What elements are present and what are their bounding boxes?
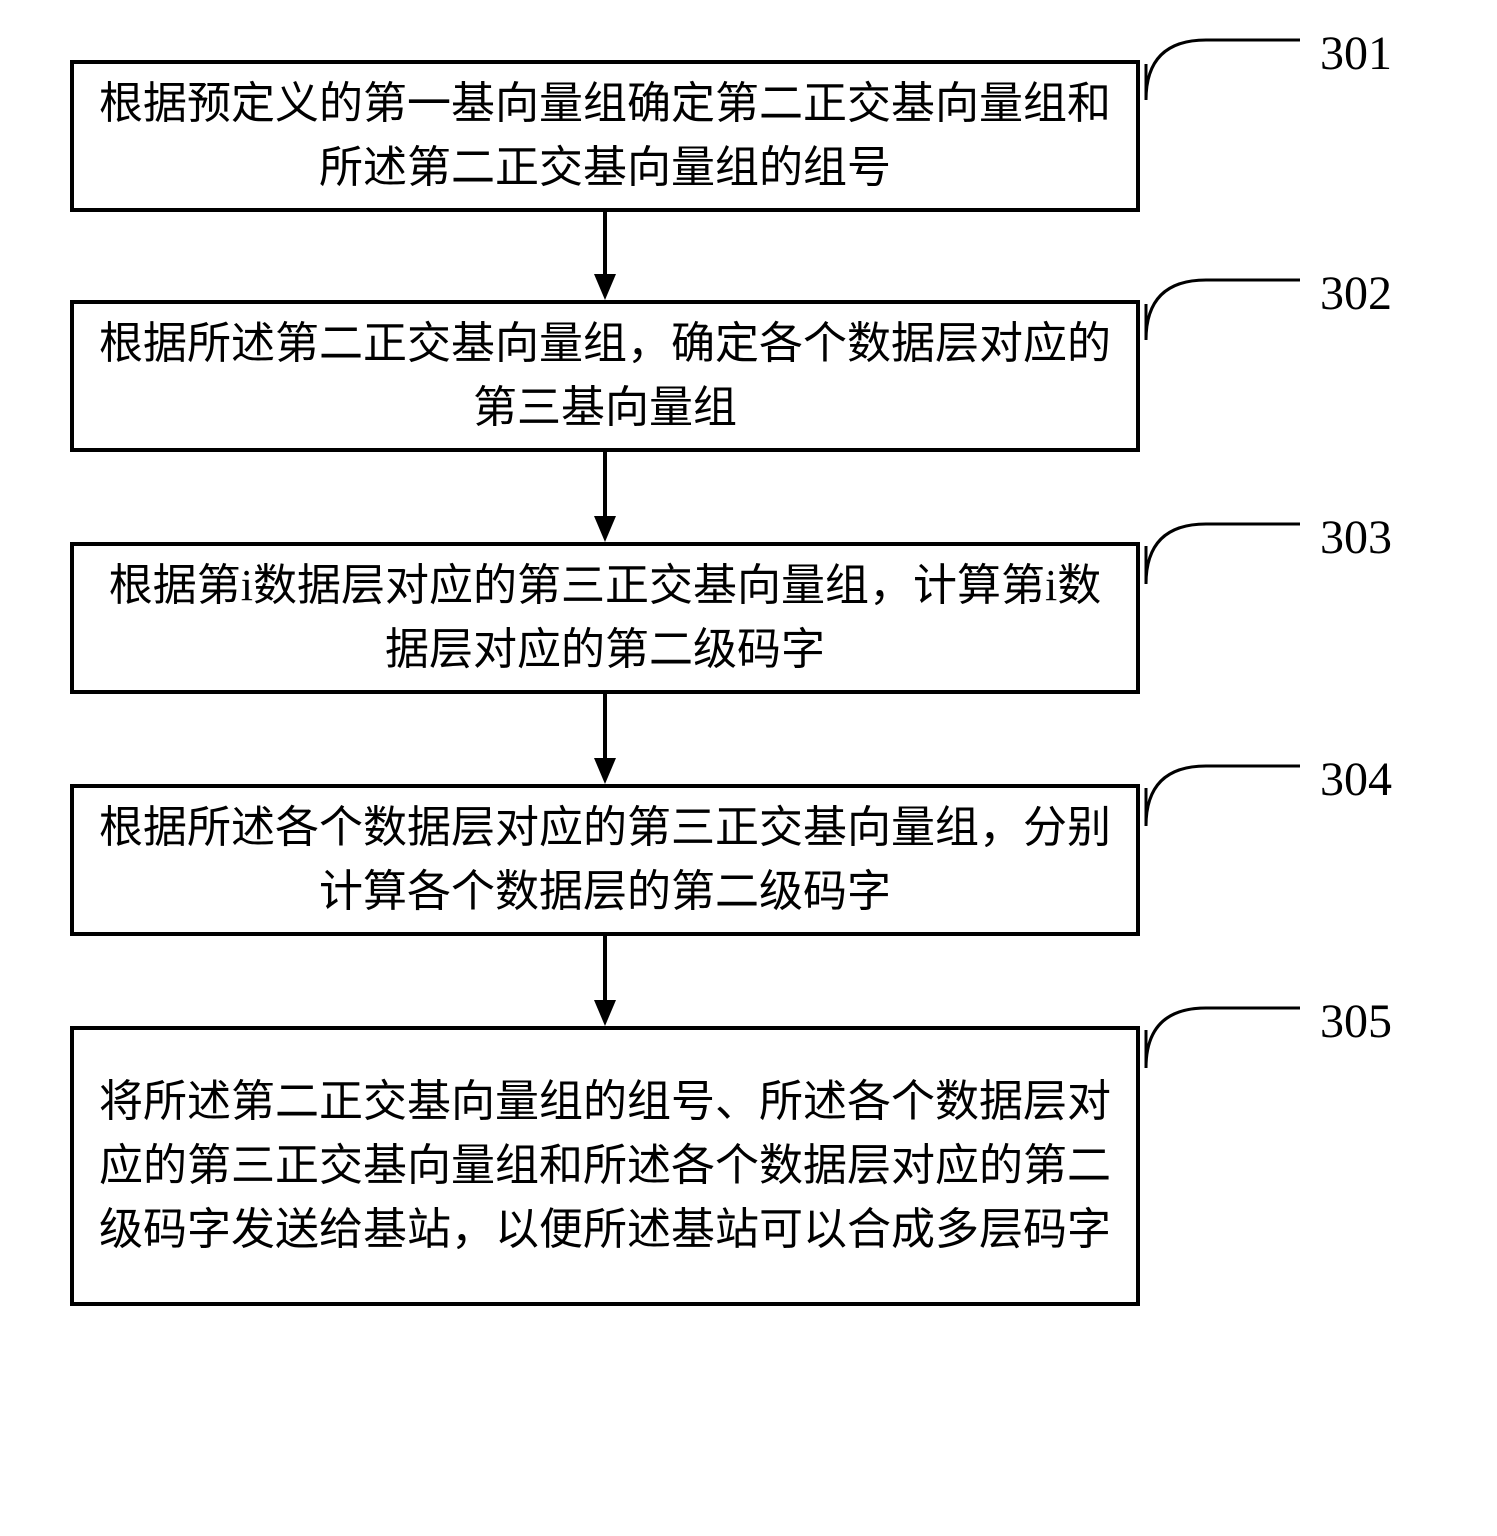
- leader-301: [1146, 40, 1300, 100]
- step-label-303: 303: [1320, 510, 1392, 565]
- flow-node-text: 将所述第二正交基向量组的组号、所述各个数据层对应的第三正交基向量组和所述各个数据…: [98, 1070, 1112, 1261]
- arrow-head-0: [594, 274, 616, 300]
- flow-node-304: 根据所述各个数据层对应的第三正交基向量组，分别计算各个数据层的第二级码字: [70, 784, 1140, 936]
- leader-303: [1146, 524, 1300, 584]
- flow-node-text: 根据预定义的第一基向量组确定第二正交基向量组和所述第二正交基向量组的组号: [98, 72, 1112, 200]
- flow-node-305: 将所述第二正交基向量组的组号、所述各个数据层对应的第三正交基向量组和所述各个数据…: [70, 1026, 1140, 1306]
- flow-node-text: 根据第i数据层对应的第三正交基向量组，计算第i数据层对应的第二级码字: [98, 554, 1112, 682]
- arrow-head-2: [594, 758, 616, 784]
- flow-node-302: 根据所述第二正交基向量组，确定各个数据层对应的第三基向量组: [70, 300, 1140, 452]
- step-label-305: 305: [1320, 994, 1392, 1049]
- arrow-head-1: [594, 516, 616, 542]
- arrow-head-3: [594, 1000, 616, 1026]
- flowchart-canvas: 根据预定义的第一基向量组确定第二正交基向量组和所述第二正交基向量组的组号 301 根…: [0, 0, 1497, 1536]
- flow-node-text: 根据所述第二正交基向量组，确定各个数据层对应的第三基向量组: [98, 312, 1112, 440]
- flow-node-text: 根据所述各个数据层对应的第三正交基向量组，分别计算各个数据层的第二级码字: [98, 796, 1112, 924]
- step-label-301: 301: [1320, 26, 1392, 81]
- leader-304: [1146, 766, 1300, 826]
- leader-302: [1146, 280, 1300, 340]
- leader-305: [1146, 1008, 1300, 1068]
- step-label-302: 302: [1320, 266, 1392, 321]
- flow-node-303: 根据第i数据层对应的第三正交基向量组，计算第i数据层对应的第二级码字: [70, 542, 1140, 694]
- step-label-304: 304: [1320, 752, 1392, 807]
- flow-node-301: 根据预定义的第一基向量组确定第二正交基向量组和所述第二正交基向量组的组号: [70, 60, 1140, 212]
